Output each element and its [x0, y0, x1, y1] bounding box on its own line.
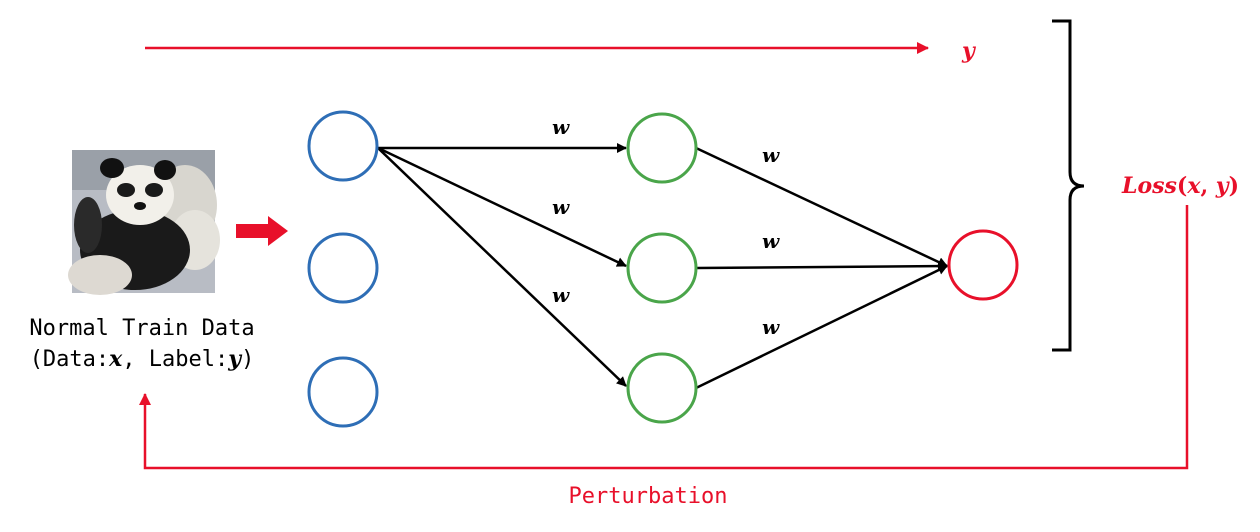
caption-y: y — [227, 346, 243, 372]
loss-y: y — [1215, 173, 1231, 199]
perturbation-feedback-arrow — [139, 205, 1189, 470]
top-output-label: y — [961, 38, 977, 64]
hidden-node-3 — [626, 352, 698, 424]
right-brace — [1052, 19, 1085, 352]
perturbation-label: Perturbation — [569, 484, 728, 509]
edge-i1-h3 — [377, 147, 627, 387]
input-node-2 — [307, 232, 379, 304]
edge-i1-h2 — [377, 146, 627, 268]
hidden-node-2 — [626, 232, 698, 304]
input-node-3 — [307, 356, 379, 428]
loss-prefix: Loss — [1121, 173, 1177, 199]
edge-h3-o — [695, 264, 948, 390]
hidden-node-1 — [626, 112, 698, 184]
weight-label-5: w — [762, 229, 780, 253]
loss-label: Loss(x, y) — [1121, 173, 1239, 199]
input-caption-line2: (Data:x, Label:y) — [30, 346, 255, 372]
weight-label-3: w — [552, 283, 570, 307]
input-caption-line1: Normal Train Data — [29, 316, 254, 341]
output-node — [947, 229, 1019, 301]
loss-x: x — [1186, 173, 1201, 199]
weight-label-4: w — [762, 143, 780, 167]
loss-close: ) — [1229, 173, 1239, 199]
loss-open: ( — [1177, 173, 1187, 199]
caption-open: (Data: — [30, 347, 109, 372]
caption-mid: , Label: — [122, 347, 228, 372]
input-image — [68, 150, 220, 295]
weight-label-2: w — [552, 195, 570, 219]
input-node-1 — [307, 110, 379, 182]
caption-close: ) — [241, 347, 254, 372]
edge-h2-o — [696, 261, 948, 272]
edge-h1-o — [695, 146, 948, 268]
loss-comma: , — [1200, 173, 1215, 199]
input-to-network-arrow — [236, 216, 288, 246]
weight-label-1: w — [552, 115, 570, 139]
caption-x: x — [108, 346, 123, 372]
weight-label-6: w — [762, 315, 780, 339]
